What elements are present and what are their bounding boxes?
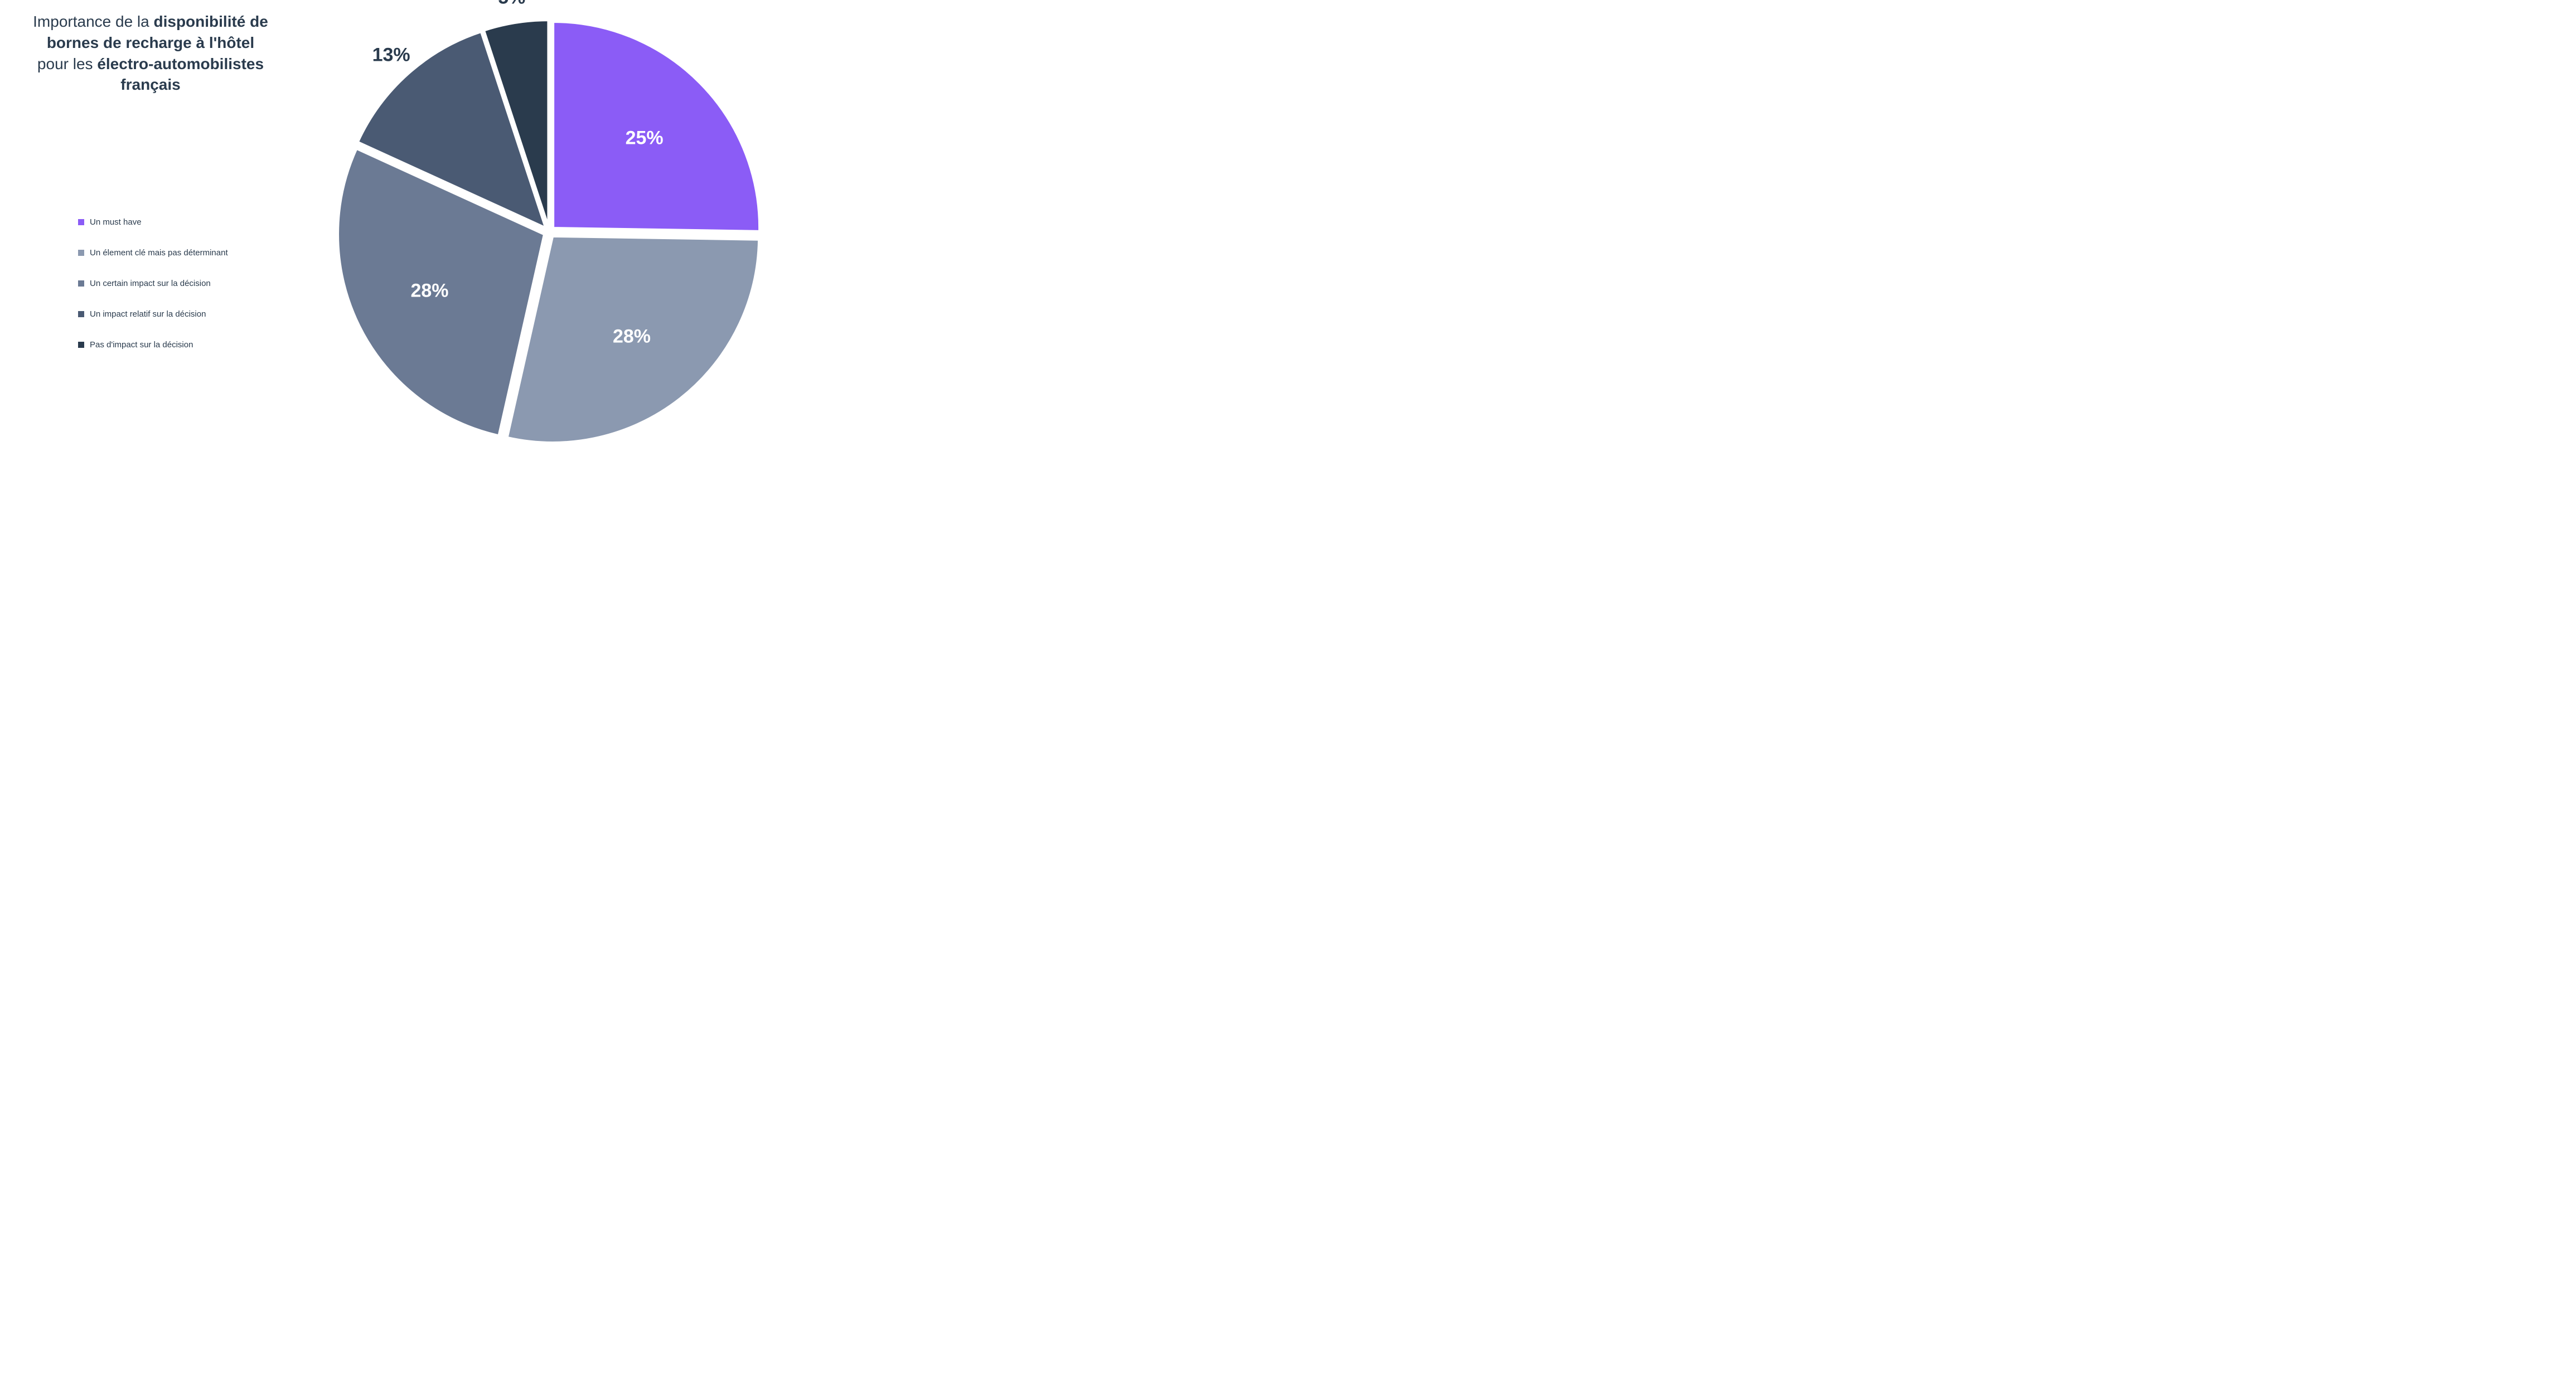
slice-pct-label: 13% xyxy=(372,45,410,66)
chart-title: Importance de la disponibilité de bornes… xyxy=(11,11,290,95)
legend-label: Pas d'impact sur la décision xyxy=(90,340,193,350)
legend-swatch xyxy=(78,311,84,317)
slice-pct-label: 28% xyxy=(613,326,651,348)
legend-swatch xyxy=(78,219,84,225)
legend-item: Un impact relatif sur la décision xyxy=(78,309,279,319)
legend-item: Un élement clé mais pas déterminant xyxy=(78,248,279,258)
pie-svg xyxy=(312,0,786,464)
legend-label: Un élement clé mais pas déterminant xyxy=(90,248,228,258)
title-line1-pre: Importance de la xyxy=(33,13,153,30)
pie-slice xyxy=(553,22,759,231)
pie-chart: 25% 28% 28% 13% 5% xyxy=(312,0,786,464)
legend-label: Un impact relatif sur la décision xyxy=(90,309,206,319)
title-line1-bold: disponibilité de xyxy=(154,13,268,30)
legend-swatch xyxy=(78,250,84,256)
legend-label: Un must have xyxy=(90,217,142,227)
slice-pct-label: 28% xyxy=(410,280,448,302)
legend-item: Un certain impact sur la décision xyxy=(78,279,279,288)
chart-legend: Un must have Un élement clé mais pas déte… xyxy=(78,217,279,371)
legend-swatch xyxy=(78,342,84,348)
slice-pct-label: 5% xyxy=(498,0,525,9)
legend-label: Un certain impact sur la décision xyxy=(90,279,211,288)
legend-item: Pas d'impact sur la décision xyxy=(78,340,279,350)
legend-item: Un must have xyxy=(78,217,279,227)
title-line3-pre: pour les xyxy=(37,55,97,72)
title-line2-bold: bornes de recharge à l'hôtel xyxy=(47,34,254,51)
title-line4-bold: français xyxy=(120,76,180,93)
slice-pct-label: 25% xyxy=(626,128,664,149)
title-line3-bold: électro-automobilistes xyxy=(97,55,264,72)
legend-swatch xyxy=(78,280,84,287)
